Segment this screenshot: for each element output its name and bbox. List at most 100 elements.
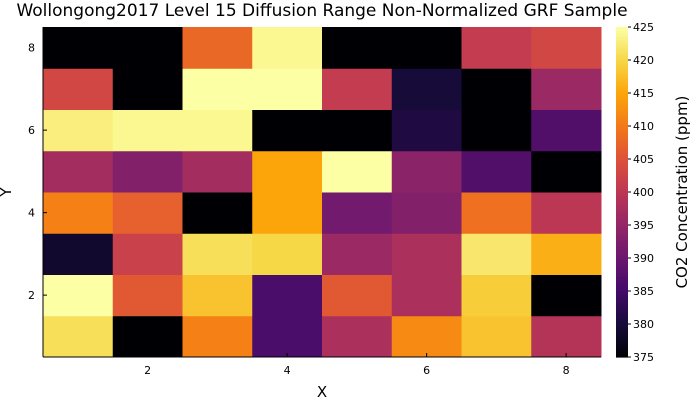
colorbar-segment xyxy=(616,195,628,199)
heatmap-cell xyxy=(112,150,183,193)
colorbar-segment xyxy=(616,291,628,295)
chart-title: Wollongong2017 Level 15 Diffusion Range … xyxy=(16,1,627,21)
heatmap-cell xyxy=(531,109,602,152)
colorbar-segment xyxy=(616,219,628,223)
colorbar-segment xyxy=(616,147,628,151)
heatmap-cell xyxy=(182,109,253,152)
y-axis-label: Y xyxy=(0,187,15,198)
colorbar-segment xyxy=(616,210,628,214)
colorbar-segment xyxy=(616,93,628,97)
colorbar-segment xyxy=(616,42,628,46)
heatmap-cell xyxy=(252,109,323,152)
colorbar-segment xyxy=(616,240,628,244)
colorbar-segment xyxy=(616,144,628,148)
heatmap-cell xyxy=(252,68,323,110)
x-tick-label: 4 xyxy=(284,364,291,377)
colorbar-segment xyxy=(616,228,628,232)
heatmap-cell xyxy=(182,233,253,275)
colorbar-segment xyxy=(616,276,628,280)
colorbar-segment xyxy=(616,162,628,166)
colorbar-segment xyxy=(616,96,628,100)
colorbar-tick-label: 420 xyxy=(633,54,654,67)
heatmap-cell xyxy=(43,274,114,317)
colorbar-segment xyxy=(616,351,628,355)
heatmap-cell xyxy=(43,192,114,234)
heatmap-cell xyxy=(391,109,462,152)
heatmap-cell xyxy=(531,315,602,358)
colorbar-segment xyxy=(616,186,628,190)
heatmap-cell xyxy=(322,109,393,152)
colorbar-segment xyxy=(616,354,628,358)
colorbar-segment xyxy=(616,132,628,136)
colorbar-segment xyxy=(616,207,628,211)
heatmap-cell xyxy=(391,233,462,275)
heatmap-cell xyxy=(43,150,114,193)
colorbar-segment xyxy=(616,165,628,169)
colorbar-segment xyxy=(616,264,628,268)
y-tick-label: 6 xyxy=(28,124,35,137)
colorbar-segment xyxy=(616,126,628,130)
colorbar-segment xyxy=(616,348,628,352)
colorbar-segment xyxy=(616,303,628,307)
colorbar-tick-label: 405 xyxy=(633,153,654,166)
colorbar-segment xyxy=(616,102,628,106)
colorbar-segment xyxy=(616,282,628,286)
colorbar-segment xyxy=(616,57,628,61)
colorbar-segment xyxy=(616,285,628,289)
colorbar-segment xyxy=(616,159,628,163)
colorbar-segment xyxy=(616,315,628,319)
colorbar-segment xyxy=(616,129,628,133)
colorbar-tick-label: 400 xyxy=(633,186,654,199)
heatmap-cell xyxy=(322,27,393,69)
colorbar xyxy=(616,27,628,358)
colorbar-segment xyxy=(616,231,628,235)
heatmap-cell xyxy=(112,27,183,69)
plot-axes xyxy=(42,27,601,358)
colorbar-segment xyxy=(616,183,628,187)
heatmap-cell xyxy=(322,68,393,110)
colorbar-segment xyxy=(616,174,628,178)
colorbar-segment xyxy=(616,213,628,217)
colorbar-segment xyxy=(616,249,628,253)
colorbar-tick-label: 390 xyxy=(633,252,654,265)
colorbar-segment xyxy=(616,30,628,34)
colorbar-segment xyxy=(616,237,628,241)
colorbar-segment xyxy=(616,246,628,250)
colorbar-segment xyxy=(616,330,628,334)
colorbar-segment xyxy=(616,294,628,298)
colorbar-segment xyxy=(616,69,628,73)
colorbar-segment xyxy=(616,156,628,160)
heatmap-cell xyxy=(461,192,532,234)
heatmap-cell xyxy=(252,315,323,358)
colorbar-segment xyxy=(616,117,628,121)
colorbar-segment xyxy=(616,189,628,193)
colorbar-segment xyxy=(616,111,628,115)
colorbar-segment xyxy=(616,309,628,313)
colorbar-segment xyxy=(616,99,628,103)
colorbar-segment xyxy=(616,33,628,37)
heatmap-cell xyxy=(391,274,462,317)
heatmap-cell xyxy=(531,27,602,69)
colorbar-segment xyxy=(616,84,628,88)
heatmap-cell xyxy=(112,315,183,358)
colorbar-segment xyxy=(616,27,628,31)
heatmap-cell xyxy=(322,315,393,358)
x-axis-label: X xyxy=(317,383,327,400)
heatmap-cell xyxy=(43,109,114,152)
colorbar-segment xyxy=(616,177,628,181)
heatmap-cell xyxy=(182,68,253,110)
colorbar-segment xyxy=(616,321,628,325)
colorbar-segment xyxy=(616,45,628,49)
heatmap-cell xyxy=(112,192,183,234)
colorbar-segment xyxy=(616,345,628,349)
colorbar-segment xyxy=(616,297,628,301)
heatmap-cell xyxy=(461,150,532,193)
heatmap-cell xyxy=(461,274,532,317)
colorbar-segment xyxy=(616,243,628,247)
heatmap-cell xyxy=(531,150,602,193)
colorbar-segment xyxy=(616,255,628,259)
heatmap-cell xyxy=(252,192,323,234)
heatmap-cell xyxy=(391,315,462,358)
colorbar-segment xyxy=(616,120,628,124)
heatmap-cell xyxy=(322,150,393,193)
